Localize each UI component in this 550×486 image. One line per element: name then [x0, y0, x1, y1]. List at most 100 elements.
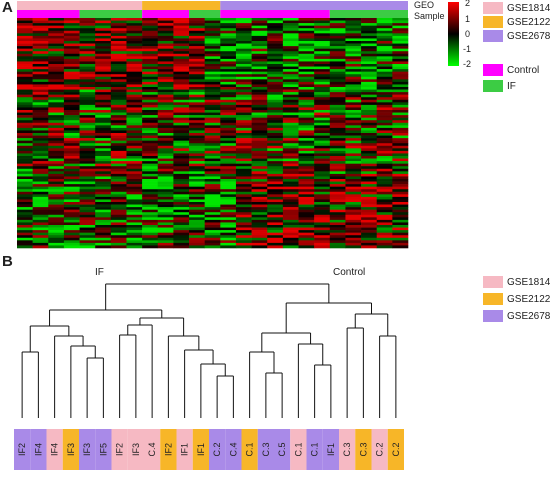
heatmap-cell — [142, 145, 159, 149]
heatmap-cell — [314, 35, 331, 39]
heatmap-cell — [142, 61, 159, 65]
heatmap-cell — [126, 199, 143, 203]
heatmap-cell — [329, 207, 346, 210]
heatmap-cell — [48, 127, 65, 131]
heatmap-cell — [314, 150, 331, 154]
heatmap-cell — [173, 143, 190, 147]
heatmap-cell — [189, 81, 205, 85]
heatmap-cell — [392, 227, 409, 231]
heatmap-cell — [282, 38, 299, 42]
heatmap-cell — [126, 222, 143, 226]
heatmap-cell — [329, 232, 346, 236]
heatmap-cell — [32, 115, 49, 118]
heatmap-cell — [157, 130, 174, 134]
heatmap-cell — [251, 209, 268, 213]
leaf-box — [306, 429, 323, 470]
heatmap-cell — [17, 145, 33, 149]
heatmap-cell — [79, 125, 96, 129]
heatmap-cell — [220, 69, 237, 72]
heatmap-cell — [79, 120, 96, 124]
heatmap-cell — [345, 245, 362, 249]
heatmap-cell — [189, 173, 205, 177]
heatmap-cell — [329, 117, 346, 121]
heatmap-cell — [63, 148, 80, 152]
heatmap-cell — [251, 94, 268, 98]
heatmap-cell — [345, 202, 362, 205]
heatmap-cell — [204, 120, 221, 124]
heatmap-cell — [251, 202, 268, 205]
heatmap-cell — [251, 138, 268, 141]
heatmap-cell — [157, 196, 174, 200]
heatmap-cell — [235, 171, 252, 175]
heatmap-cell — [79, 181, 96, 185]
heatmap-cell — [220, 71, 237, 75]
heatmap-cell — [361, 20, 378, 24]
heatmap-cell — [79, 69, 96, 72]
heatmap-cell — [392, 230, 409, 233]
heatmap-cell — [126, 104, 143, 108]
heatmap-cell — [63, 245, 80, 249]
heatmap-cell — [282, 237, 299, 241]
heatmap-cell — [142, 245, 159, 249]
heatmap-cell — [142, 110, 159, 113]
heatmap-cell — [251, 245, 268, 249]
heatmap-cell — [298, 181, 315, 185]
leaf-label: IF3 — [82, 443, 92, 456]
heatmap-cell — [282, 71, 299, 75]
heatmap-cell — [235, 89, 252, 93]
heatmap-cell — [173, 66, 190, 70]
heatmap-cell — [376, 69, 393, 72]
heatmap-cell — [189, 58, 205, 62]
heatmap-cell — [63, 202, 80, 205]
heatmap-cell — [79, 46, 96, 49]
heatmap-cell — [110, 184, 127, 187]
heatmap-cell — [189, 51, 205, 55]
heatmap-cell — [48, 161, 65, 164]
heatmap-cell — [17, 110, 33, 113]
heatmap-cell — [142, 133, 159, 136]
heatmap-cell — [157, 64, 174, 67]
heatmap-cell — [17, 176, 33, 180]
heatmap-cell — [110, 81, 127, 85]
heatmap-cell — [79, 87, 96, 90]
annotation-segment — [220, 10, 330, 18]
heatmap-cell — [376, 48, 393, 52]
heatmap-cell — [17, 135, 33, 139]
heatmap-cell — [361, 166, 378, 170]
heatmap-cell — [110, 51, 127, 55]
heatmap-cell — [282, 135, 299, 139]
heatmap-cell — [95, 209, 112, 213]
heatmap-cell — [32, 41, 49, 44]
heatmap-cell — [48, 179, 65, 182]
heatmap-cell — [345, 51, 362, 55]
heatmap-cell — [17, 104, 33, 108]
heatmap-cell — [142, 202, 159, 205]
heatmap-cell — [204, 38, 221, 42]
heatmap-cell — [282, 156, 299, 159]
heatmap-cell — [189, 222, 205, 226]
heatmap-cell — [376, 92, 393, 95]
heatmap-cell — [345, 181, 362, 185]
heatmap-cell — [63, 28, 80, 32]
heatmap-cell — [63, 94, 80, 98]
heatmap-cell — [157, 168, 174, 172]
colorbar-tick: 1 — [465, 14, 471, 24]
heatmap-cell — [361, 217, 378, 221]
heatmap-cell — [95, 194, 112, 198]
heatmap-cell — [32, 230, 49, 233]
heatmap-cell — [251, 140, 268, 144]
heatmap-cell — [204, 35, 221, 39]
heatmap-cell — [314, 163, 331, 167]
heatmap-cell — [220, 199, 237, 203]
heatmap-cell — [204, 117, 221, 121]
heatmap-cell — [79, 110, 96, 113]
heatmap-cell — [220, 130, 237, 134]
heatmap-cell — [235, 125, 252, 129]
heatmap-cell — [392, 214, 409, 218]
heatmap-cell — [126, 135, 143, 139]
heatmap-cell — [63, 23, 80, 26]
heatmap-cell — [361, 140, 378, 144]
heatmap-cell — [173, 130, 190, 134]
heatmap-cell — [345, 242, 362, 246]
legend-swatch — [483, 276, 503, 288]
